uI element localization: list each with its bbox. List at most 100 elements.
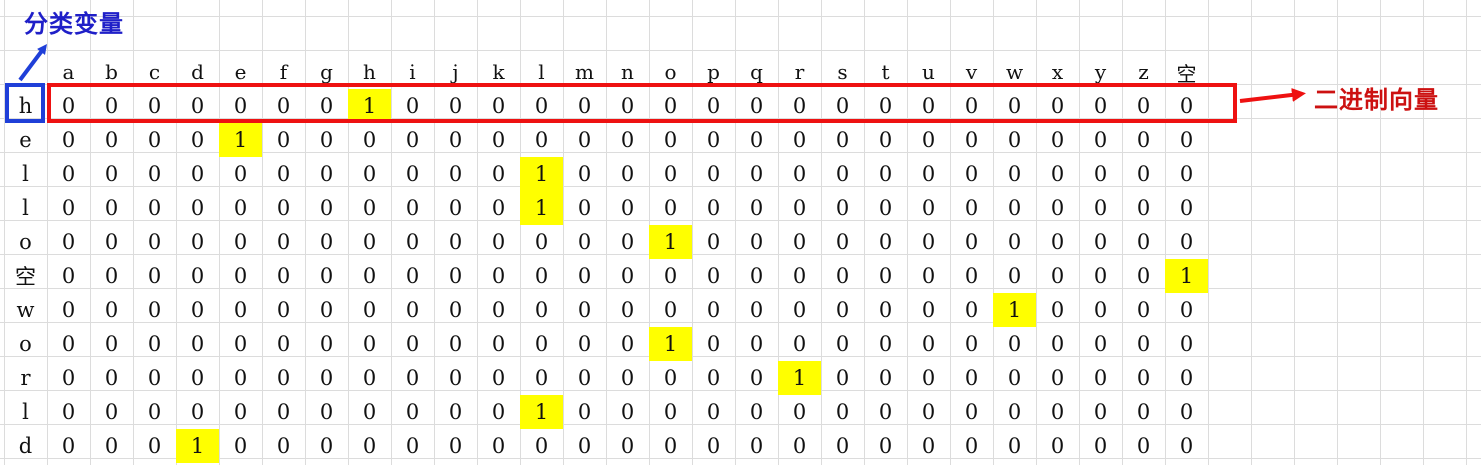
cell-zero[interactable]: 0 (706, 332, 721, 356)
cell-zero[interactable]: 0 (534, 264, 549, 288)
cell-zero[interactable]: 0 (190, 94, 205, 118)
cell-zero[interactable]: 0 (706, 298, 721, 322)
cell-zero[interactable]: 0 (577, 162, 592, 186)
cell-zero[interactable]: 0 (405, 162, 420, 186)
cell-zero[interactable]: 0 (190, 230, 205, 254)
cell-zero[interactable]: 0 (749, 434, 764, 458)
cell-zero[interactable]: 0 (1007, 434, 1022, 458)
column-header[interactable]: i (409, 60, 416, 84)
cell-zero[interactable]: 0 (319, 94, 334, 118)
column-header[interactable]: o (664, 60, 677, 84)
cell-zero[interactable]: 0 (964, 400, 979, 424)
cell-zero[interactable]: 0 (921, 400, 936, 424)
cell-one[interactable]: 1 (649, 225, 692, 259)
cell-zero[interactable]: 0 (1179, 230, 1194, 254)
cell-zero[interactable]: 0 (749, 94, 764, 118)
cell-zero[interactable]: 0 (147, 128, 162, 152)
cell-zero[interactable]: 0 (1093, 230, 1108, 254)
cell-zero[interactable]: 0 (276, 94, 291, 118)
cell-zero[interactable]: 0 (147, 298, 162, 322)
cell-zero[interactable]: 0 (61, 94, 76, 118)
cell-zero[interactable]: 0 (1007, 196, 1022, 220)
cell-zero[interactable]: 0 (577, 264, 592, 288)
cell-zero[interactable]: 0 (104, 332, 119, 356)
cell-zero[interactable]: 0 (878, 366, 893, 390)
column-header[interactable]: a (62, 60, 75, 84)
cell-zero[interactable]: 0 (1179, 162, 1194, 186)
cell-zero[interactable]: 0 (319, 128, 334, 152)
cell-zero[interactable]: 0 (405, 230, 420, 254)
column-header[interactable]: k (492, 60, 505, 84)
column-header[interactable]: y (1094, 60, 1107, 84)
cell-zero[interactable]: 0 (1093, 128, 1108, 152)
cell-zero[interactable]: 0 (147, 94, 162, 118)
cell-zero[interactable]: 0 (921, 196, 936, 220)
cell-zero[interactable]: 0 (663, 400, 678, 424)
cell-zero[interactable]: 0 (706, 162, 721, 186)
cell-zero[interactable]: 0 (319, 332, 334, 356)
cell-one[interactable]: 1 (520, 191, 563, 225)
cell-zero[interactable]: 0 (1179, 196, 1194, 220)
cell-zero[interactable]: 0 (835, 162, 850, 186)
cell-zero[interactable]: 0 (233, 400, 248, 424)
cell-zero[interactable]: 0 (319, 196, 334, 220)
cell-zero[interactable]: 0 (620, 94, 635, 118)
cell-zero[interactable]: 0 (491, 196, 506, 220)
cell-zero[interactable]: 0 (319, 434, 334, 458)
cell-zero[interactable]: 0 (104, 94, 119, 118)
cell-zero[interactable]: 0 (104, 128, 119, 152)
cell-zero[interactable]: 0 (835, 298, 850, 322)
cell-one[interactable]: 1 (219, 123, 262, 157)
column-header[interactable]: x (1051, 60, 1064, 84)
cell-zero[interactable]: 0 (405, 332, 420, 356)
cell-zero[interactable]: 0 (534, 332, 549, 356)
cell-zero[interactable]: 0 (362, 128, 377, 152)
cell-zero[interactable]: 0 (147, 230, 162, 254)
cell-zero[interactable]: 0 (1136, 264, 1151, 288)
cell-zero[interactable]: 0 (964, 94, 979, 118)
cell-zero[interactable]: 0 (190, 298, 205, 322)
cell-zero[interactable]: 0 (1007, 264, 1022, 288)
cell-zero[interactable]: 0 (147, 162, 162, 186)
column-header[interactable]: l (538, 60, 545, 84)
cell-zero[interactable]: 0 (577, 196, 592, 220)
cell-zero[interactable]: 0 (491, 400, 506, 424)
cell-zero[interactable]: 0 (276, 162, 291, 186)
cell-zero[interactable]: 0 (405, 94, 420, 118)
row-label[interactable]: e (19, 128, 32, 152)
cell-zero[interactable]: 0 (491, 332, 506, 356)
cell-zero[interactable]: 0 (362, 196, 377, 220)
cell-zero[interactable]: 0 (577, 128, 592, 152)
cell-one[interactable]: 1 (778, 361, 821, 395)
cell-zero[interactable]: 0 (405, 400, 420, 424)
cell-zero[interactable]: 0 (448, 400, 463, 424)
cell-zero[interactable]: 0 (190, 264, 205, 288)
cell-zero[interactable]: 0 (706, 128, 721, 152)
cell-zero[interactable]: 0 (405, 196, 420, 220)
cell-zero[interactable]: 0 (1179, 400, 1194, 424)
cell-zero[interactable]: 0 (1007, 162, 1022, 186)
cell-zero[interactable]: 0 (749, 298, 764, 322)
cell-zero[interactable]: 0 (1050, 434, 1065, 458)
cell-zero[interactable]: 0 (792, 196, 807, 220)
cell-zero[interactable]: 0 (577, 298, 592, 322)
cell-one[interactable]: 1 (520, 157, 563, 191)
cell-zero[interactable]: 0 (1136, 298, 1151, 322)
cell-zero[interactable]: 0 (491, 298, 506, 322)
cell-zero[interactable]: 0 (878, 196, 893, 220)
cell-zero[interactable]: 0 (534, 230, 549, 254)
column-header[interactable]: f (279, 60, 288, 84)
column-header[interactable]: t (881, 60, 890, 84)
cell-zero[interactable]: 0 (577, 366, 592, 390)
row-label[interactable]: o (19, 230, 32, 254)
cell-zero[interactable]: 0 (1050, 400, 1065, 424)
cell-zero[interactable]: 0 (1136, 196, 1151, 220)
cell-zero[interactable]: 0 (620, 366, 635, 390)
cell-zero[interactable]: 0 (1007, 230, 1022, 254)
cell-zero[interactable]: 0 (534, 298, 549, 322)
cell-zero[interactable]: 0 (878, 298, 893, 322)
cell-zero[interactable]: 0 (577, 230, 592, 254)
column-header[interactable]: z (1138, 60, 1149, 84)
cell-zero[interactable]: 0 (448, 196, 463, 220)
cell-zero[interactable]: 0 (1050, 196, 1065, 220)
